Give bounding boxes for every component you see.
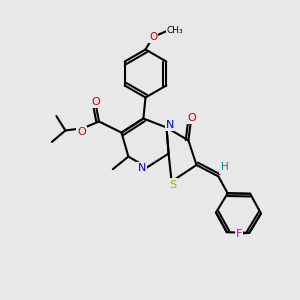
Text: O: O [187,112,196,123]
Text: O: O [91,97,100,107]
Text: S: S [169,179,177,190]
Text: O: O [77,127,86,137]
Text: O: O [149,32,157,42]
Text: N: N [166,120,174,130]
Text: N: N [137,163,146,173]
Text: F: F [236,229,242,239]
Text: H: H [220,162,228,172]
Text: CH₃: CH₃ [167,26,184,35]
